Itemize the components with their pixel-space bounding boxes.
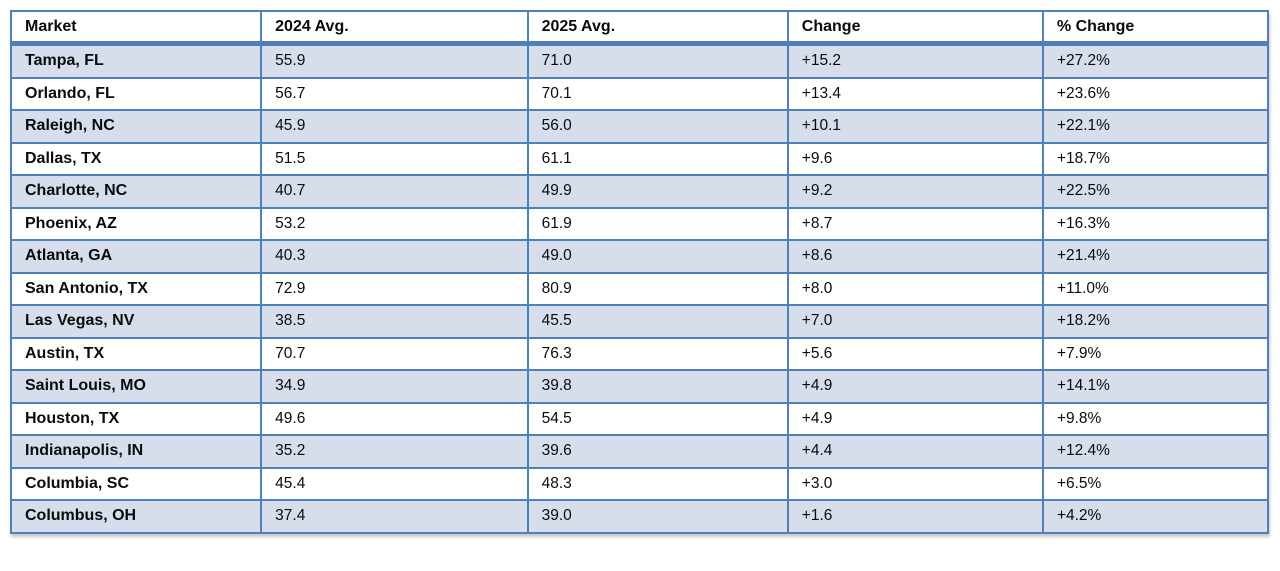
value-cell: +27.2% xyxy=(1041,42,1270,79)
value-cell: 70.7 xyxy=(260,336,529,371)
value-cell: +8.7 xyxy=(786,206,1044,241)
value-cell: 49.6 xyxy=(260,401,529,436)
value-cell: +13.4 xyxy=(786,76,1044,111)
table-header-row: Market 2024 Avg. 2025 Avg. Change% Change xyxy=(9,10,1270,46)
column-header-0: Market xyxy=(9,10,263,46)
table-row: Austin, TX 70.7 76.3 +5.6 +7.9% xyxy=(9,336,1270,371)
value-cell: +16.3% xyxy=(1041,206,1270,241)
table-row: Atlanta, GA 40.3 49.0 +8.6 +21.4% xyxy=(9,239,1270,274)
column-header-2: 2025 Avg. xyxy=(526,10,789,46)
market-cell: Saint Louis, MO xyxy=(9,369,263,404)
table-row: Raleigh, NC 45.9 56.0 +10.1 +22.1% xyxy=(9,109,1270,144)
value-cell: 71.0 xyxy=(526,42,789,79)
market-cell: Orlando, FL xyxy=(9,76,263,111)
market-cell: Columbus, OH xyxy=(9,499,263,534)
table-row: Tampa, FL 55.9 71.0 +15.2 +27.2% xyxy=(9,42,1270,79)
value-cell: 39.8 xyxy=(526,369,789,404)
market-cell: Raleigh, NC xyxy=(9,109,263,144)
value-cell: 80.9 xyxy=(526,271,789,306)
value-cell: +4.9 xyxy=(786,401,1044,436)
market-cell: Dallas, TX xyxy=(9,141,263,176)
value-cell: +7.9% xyxy=(1041,336,1270,371)
value-cell: +12.4% xyxy=(1041,434,1270,469)
market-averages-table: Market 2024 Avg. 2025 Avg. Change% Change T… xyxy=(9,10,1270,534)
value-cell: 45.5 xyxy=(526,304,789,339)
value-cell: 40.3 xyxy=(260,239,529,274)
table-row: Columbus, OH 37.4 39.0 +1.6 +4.2% xyxy=(9,499,1270,534)
market-cell: Columbia, SC xyxy=(9,466,263,501)
value-cell: 53.2 xyxy=(260,206,529,241)
value-cell: 45.4 xyxy=(260,466,529,501)
value-cell: 55.9 xyxy=(260,42,529,79)
market-cell: Indianapolis, IN xyxy=(9,434,263,469)
value-cell: +22.5% xyxy=(1041,174,1270,209)
table-row: Columbia, SC 45.4 48.3 +3.0 +6.5% xyxy=(9,466,1270,501)
table-body: Tampa, FL 55.9 71.0 +15.2 +27.2% Orlando, FL 5… xyxy=(9,42,1270,534)
market-cell: Austin, TX xyxy=(9,336,263,371)
value-cell: 51.5 xyxy=(260,141,529,176)
value-cell: 34.9 xyxy=(260,369,529,404)
value-cell: 35.2 xyxy=(260,434,529,469)
value-cell: +8.0 xyxy=(786,271,1044,306)
value-cell: 76.3 xyxy=(526,336,789,371)
value-cell: +23.6% xyxy=(1041,76,1270,111)
value-cell: 70.1 xyxy=(526,76,789,111)
value-cell: +18.2% xyxy=(1041,304,1270,339)
value-cell: 61.9 xyxy=(526,206,789,241)
column-header-4: % Change xyxy=(1041,10,1270,46)
value-cell: +10.1 xyxy=(786,109,1044,144)
value-cell: 45.9 xyxy=(260,109,529,144)
value-cell: 56.0 xyxy=(526,109,789,144)
value-cell: +4.4 xyxy=(786,434,1044,469)
value-cell: 39.6 xyxy=(526,434,789,469)
market-cell: Las Vegas, NV xyxy=(9,304,263,339)
value-cell: +3.0 xyxy=(786,466,1044,501)
value-cell: 61.1 xyxy=(526,141,789,176)
table-row: Indianapolis, IN 35.2 39.6 +4.4 +12.4% xyxy=(9,434,1270,469)
value-cell: 72.9 xyxy=(260,271,529,306)
value-cell: 37.4 xyxy=(260,499,529,534)
market-cell: San Antonio, TX xyxy=(9,271,263,306)
value-cell: +11.0% xyxy=(1041,271,1270,306)
value-cell: +9.6 xyxy=(786,141,1044,176)
table-row: San Antonio, TX 72.9 80.9 +8.0 +11.0% xyxy=(9,271,1270,306)
table-row: Phoenix, AZ 53.2 61.9 +8.7 +16.3% xyxy=(9,206,1270,241)
value-cell: +15.2 xyxy=(786,42,1044,79)
column-header-1: 2024 Avg. xyxy=(260,10,529,46)
value-cell: +18.7% xyxy=(1041,141,1270,176)
table-row: Las Vegas, NV 38.5 45.5 +7.0 +18.2% xyxy=(9,304,1270,339)
column-header-3: Change xyxy=(786,10,1044,46)
table-row: Orlando, FL 56.7 70.1 +13.4 +23.6% xyxy=(9,76,1270,111)
table-row: Houston, TX 49.6 54.5 +4.9 +9.8% xyxy=(9,401,1270,436)
value-cell: +7.0 xyxy=(786,304,1044,339)
market-averages-table-container: Market 2024 Avg. 2025 Avg. Change% Change T… xyxy=(9,10,1270,534)
value-cell: 49.0 xyxy=(526,239,789,274)
table-row: Dallas, TX 51.5 61.1 +9.6 +18.7% xyxy=(9,141,1270,176)
market-cell: Houston, TX xyxy=(9,401,263,436)
market-cell: Tampa, FL xyxy=(9,42,263,79)
value-cell: 49.9 xyxy=(526,174,789,209)
value-cell: 48.3 xyxy=(526,466,789,501)
value-cell: +1.6 xyxy=(786,499,1044,534)
market-cell: Charlotte, NC xyxy=(9,174,263,209)
value-cell: +8.6 xyxy=(786,239,1044,274)
value-cell: +22.1% xyxy=(1041,109,1270,144)
table-row: Charlotte, NC 40.7 49.9 +9.2 +22.5% xyxy=(9,174,1270,209)
value-cell: +9.8% xyxy=(1041,401,1270,436)
value-cell: +14.1% xyxy=(1041,369,1270,404)
value-cell: 40.7 xyxy=(260,174,529,209)
value-cell: 39.0 xyxy=(526,499,789,534)
value-cell: +4.2% xyxy=(1041,499,1270,534)
value-cell: +9.2 xyxy=(786,174,1044,209)
table-row: Saint Louis, MO 34.9 39.8 +4.9 +14.1% xyxy=(9,369,1270,404)
value-cell: 56.7 xyxy=(260,76,529,111)
value-cell: +21.4% xyxy=(1041,239,1270,274)
value-cell: +4.9 xyxy=(786,369,1044,404)
value-cell: +6.5% xyxy=(1041,466,1270,501)
value-cell: +5.6 xyxy=(786,336,1044,371)
value-cell: 38.5 xyxy=(260,304,529,339)
market-cell: Phoenix, AZ xyxy=(9,206,263,241)
value-cell: 54.5 xyxy=(526,401,789,436)
market-cell: Atlanta, GA xyxy=(9,239,263,274)
